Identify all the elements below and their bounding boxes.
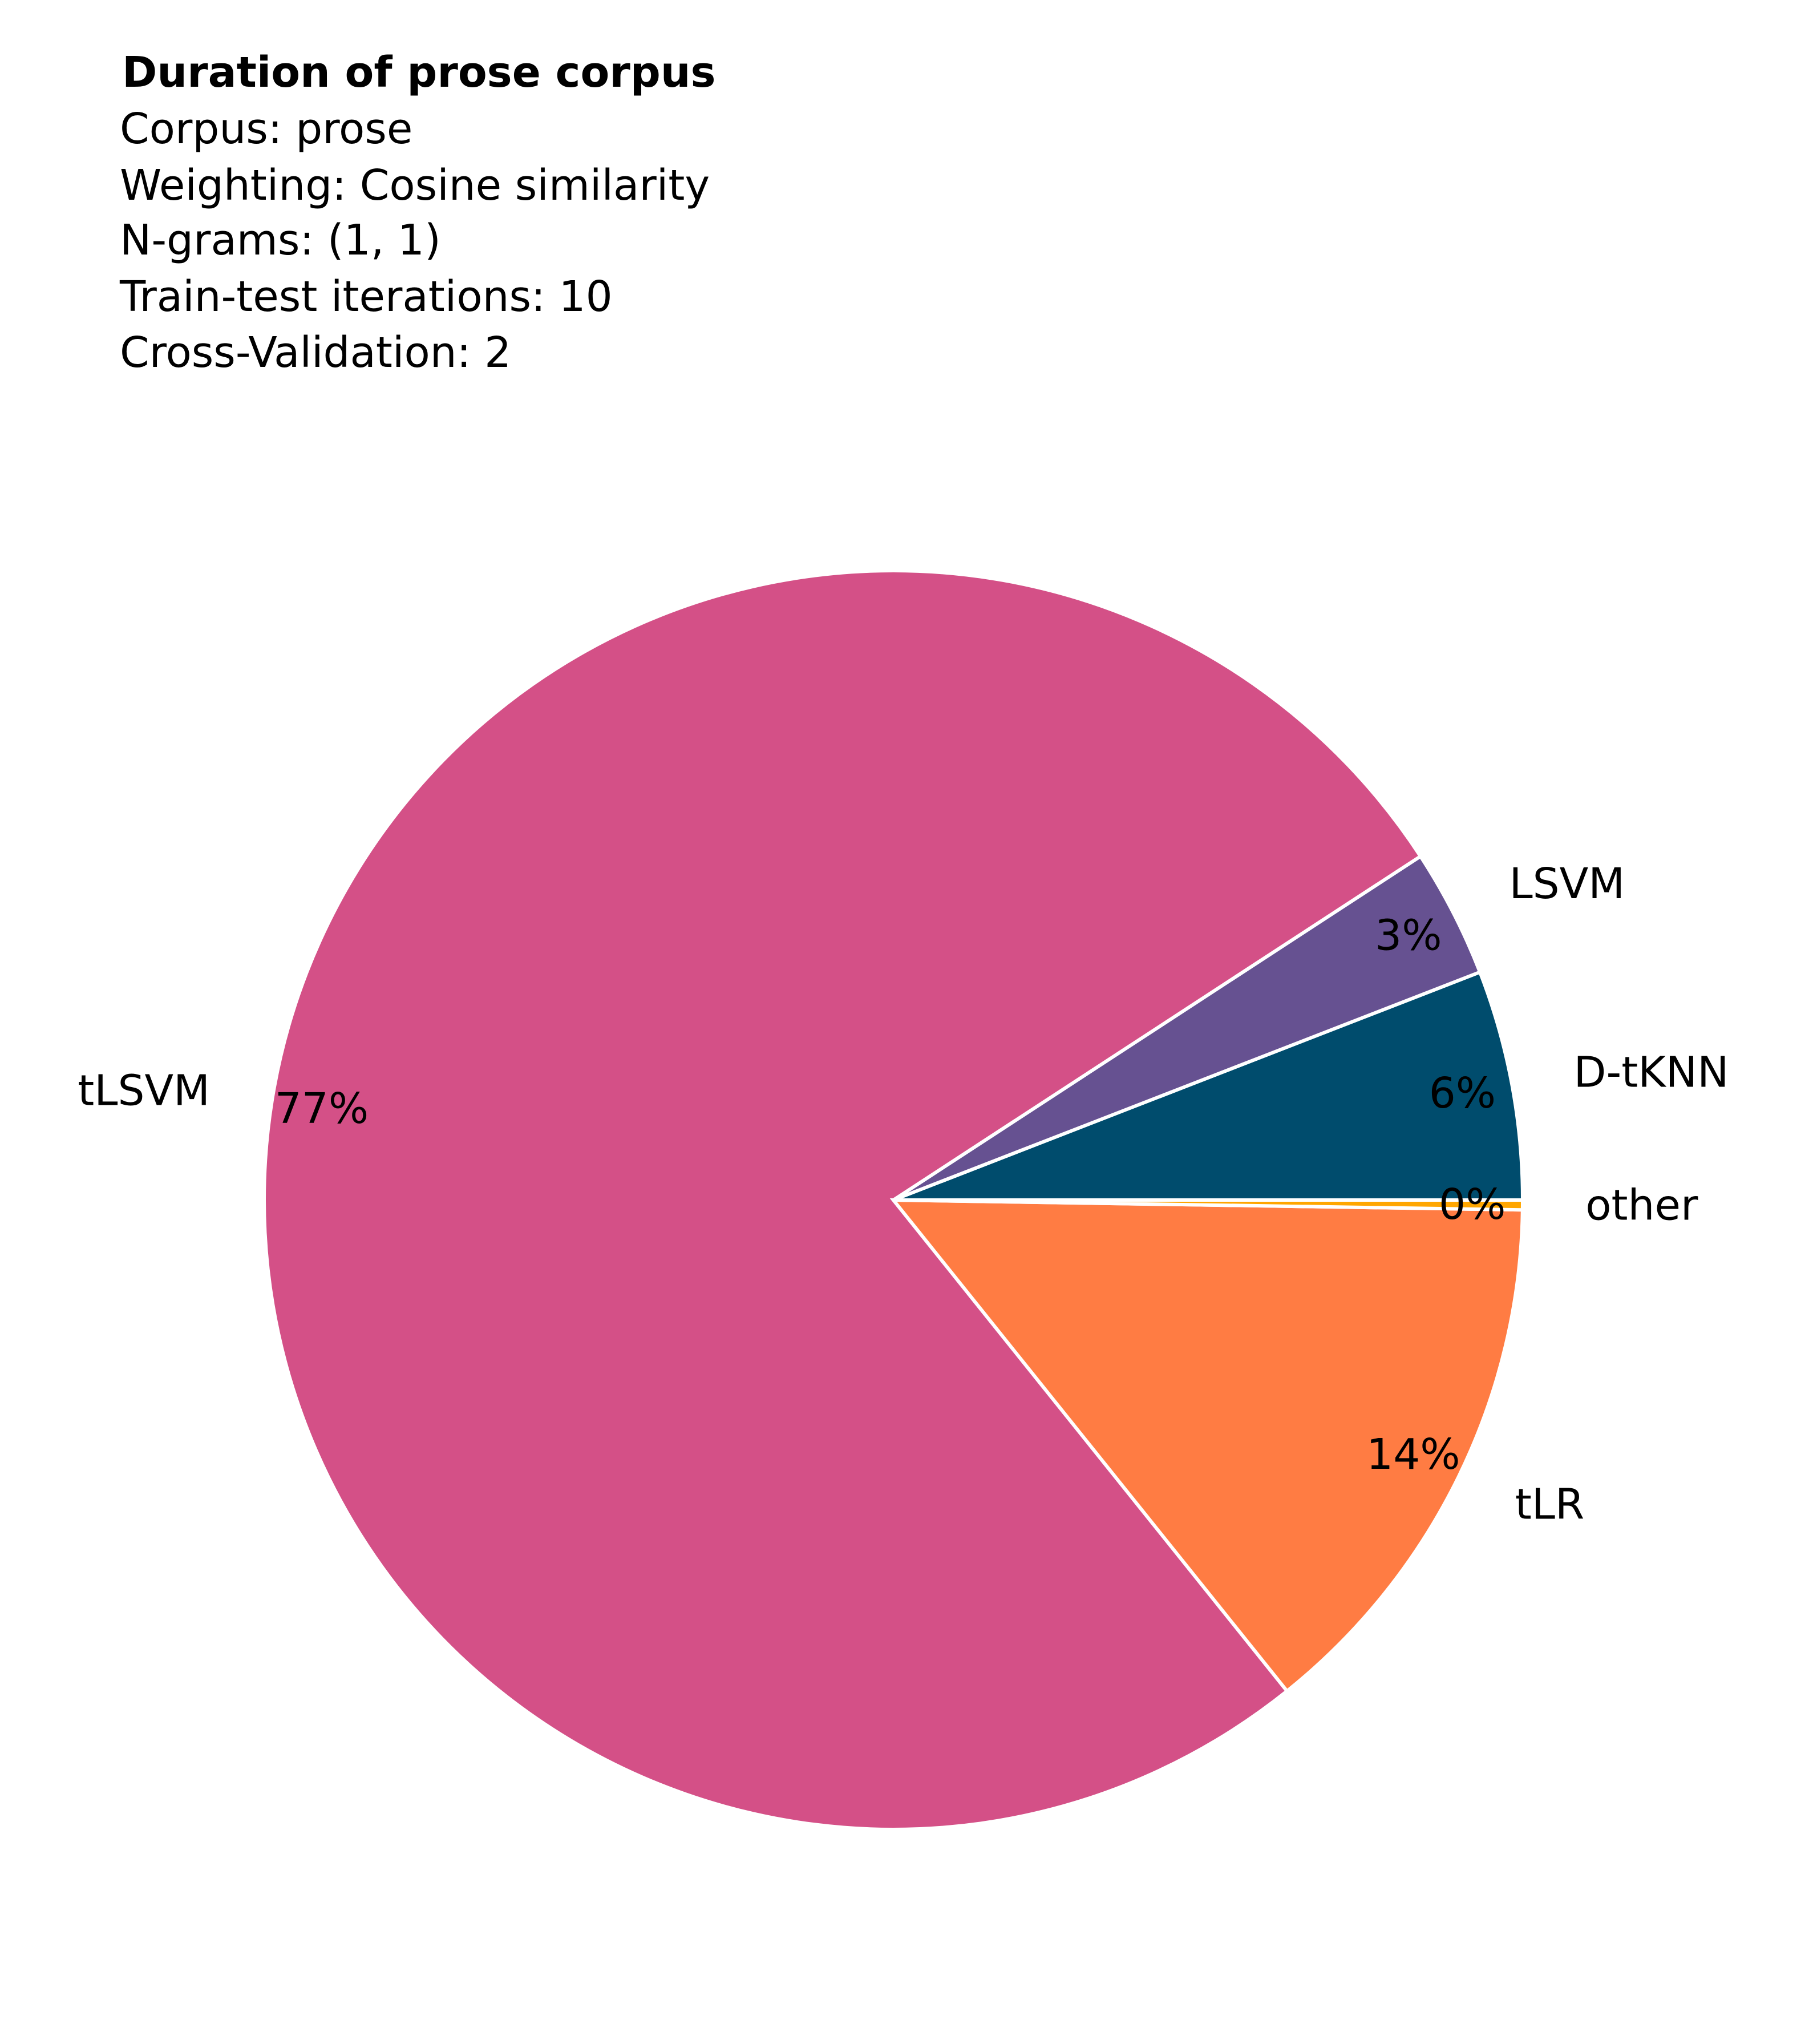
subtitle-corpus: Corpus: prose: [120, 104, 412, 153]
pie-slice-other: [893, 1198, 1525, 1212]
slice-percent-tlr: 14%: [1366, 1430, 1460, 1479]
slice-label-d-tknn: D-tKNN: [1574, 1048, 1729, 1097]
slice-label-lsvm: LSVM: [1509, 859, 1625, 908]
pie-slices: [262, 569, 1525, 1832]
chart-title: Duration of prose corpus: [122, 48, 716, 97]
slice-label-tlsvm: tLSVM: [78, 1066, 210, 1115]
slice-percent-tlsvm: 77%: [275, 1084, 369, 1133]
slice-label-other: other: [1585, 1181, 1698, 1230]
slice-percent-d-tknn: 6%: [1429, 1069, 1496, 1118]
subtitle-iterations: Train-test iterations: 10: [119, 272, 613, 321]
pie-labels: D-tKNN 6% LSVM 3% tLSVM 77% tLR 14% other 0%: [78, 859, 1729, 1529]
pie-slice-lsvm: [892, 854, 1483, 1202]
slice-label-tlr: tLR: [1515, 1480, 1585, 1529]
slice-percent-lsvm: 3%: [1375, 911, 1442, 960]
slice-percent-other: 0%: [1439, 1180, 1506, 1229]
chart-header: Duration of prose corpus Corpus: prose W…: [119, 48, 716, 377]
subtitle-cross-validation: Cross-Validation: 2: [120, 328, 511, 377]
pie-slice-tlr: [889, 1198, 1524, 1694]
pie-slice-tlsvm: [262, 569, 1423, 1832]
subtitle-ngrams: N-grams: (1, 1): [120, 216, 441, 265]
pie-slice-d-tknn: [892, 970, 1525, 1202]
subtitle-weighting: Weighting: Cosine similarity: [120, 161, 710, 210]
